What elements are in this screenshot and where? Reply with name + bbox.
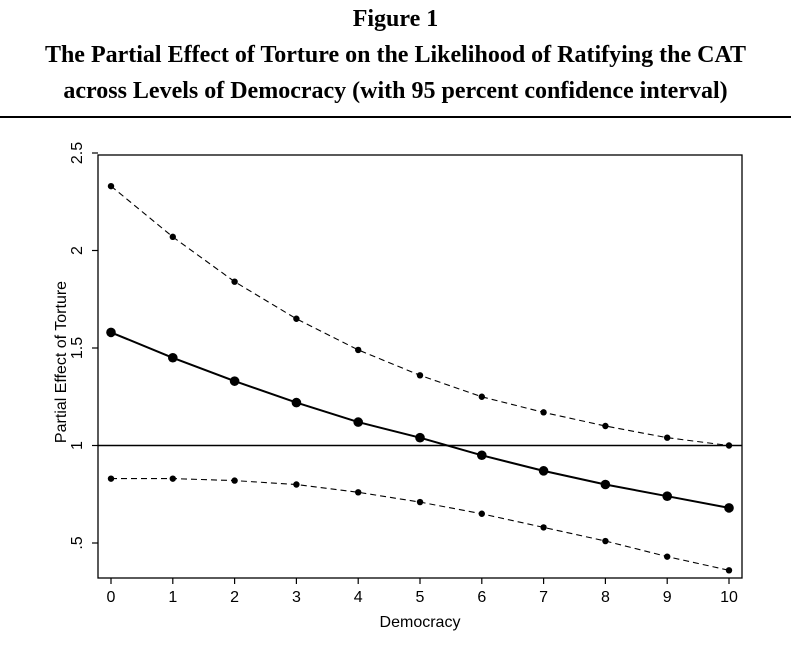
y-tick-label: 2.5 (69, 142, 86, 164)
lower-point (664, 553, 671, 560)
title-rule (0, 116, 791, 118)
upper-point (231, 278, 238, 285)
upper-point (602, 422, 609, 430)
y-axis-label: Partial Effect of Torture (53, 281, 70, 443)
estimate-point (353, 417, 364, 427)
estimate-point (600, 479, 611, 490)
estimate-point (415, 432, 425, 443)
estimate-point (168, 352, 178, 363)
estimate-point (106, 327, 116, 338)
upper-point (169, 233, 176, 241)
lower-series-line (111, 478, 730, 571)
upper-point (478, 393, 485, 400)
x-tick-label: 0 (107, 589, 116, 606)
lower-point (107, 475, 115, 482)
x-tick-label: 9 (663, 589, 672, 606)
estimate-point (229, 376, 240, 386)
x-axis-label: Democracy (380, 614, 461, 631)
upper-point (416, 372, 424, 379)
x-tick-label: 7 (539, 589, 548, 606)
upper-series-line (110, 185, 730, 447)
x-tick-label: 4 (354, 589, 363, 606)
upper-point (664, 434, 671, 441)
x-tick-label: 5 (416, 589, 425, 606)
lower-point (540, 524, 547, 531)
estimate-point (477, 450, 487, 461)
lower-point (725, 567, 733, 574)
estimate-point (538, 466, 549, 476)
figure-title-line1: The Partial Effect of Torture on the Lik… (44, 42, 747, 68)
x-tick-label: 6 (477, 589, 486, 606)
lower-point (169, 475, 176, 482)
x-tick-label: 10 (720, 589, 738, 606)
lower-point (355, 489, 362, 496)
upper-point (725, 442, 733, 449)
x-tick-label: 1 (168, 589, 177, 606)
lower-point (602, 537, 609, 545)
figure-number: Figure 1 (352, 6, 439, 32)
y-tick-label: 1.5 (69, 337, 86, 359)
lower-point (478, 510, 485, 517)
y-tick-label: 1 (69, 441, 86, 450)
y-tick-label: .5 (69, 536, 86, 549)
x-tick-label: 2 (230, 589, 239, 606)
lower-point (416, 498, 424, 506)
estimate-point (662, 491, 672, 502)
estimate-series-line (110, 331, 730, 509)
estimate-point (291, 397, 302, 408)
figure-title-line2: across Levels of Democracy (with 95 perc… (63, 78, 728, 104)
estimate-point (724, 503, 734, 513)
upper-point (293, 315, 300, 322)
x-tick-label: 3 (292, 589, 301, 606)
lower-point (231, 477, 238, 484)
x-tick-label: 8 (601, 589, 610, 606)
upper-point (355, 346, 362, 354)
upper-point (540, 409, 547, 416)
lower-point (293, 481, 300, 488)
upper-point (107, 182, 115, 190)
y-tick-label: 2 (69, 246, 86, 255)
